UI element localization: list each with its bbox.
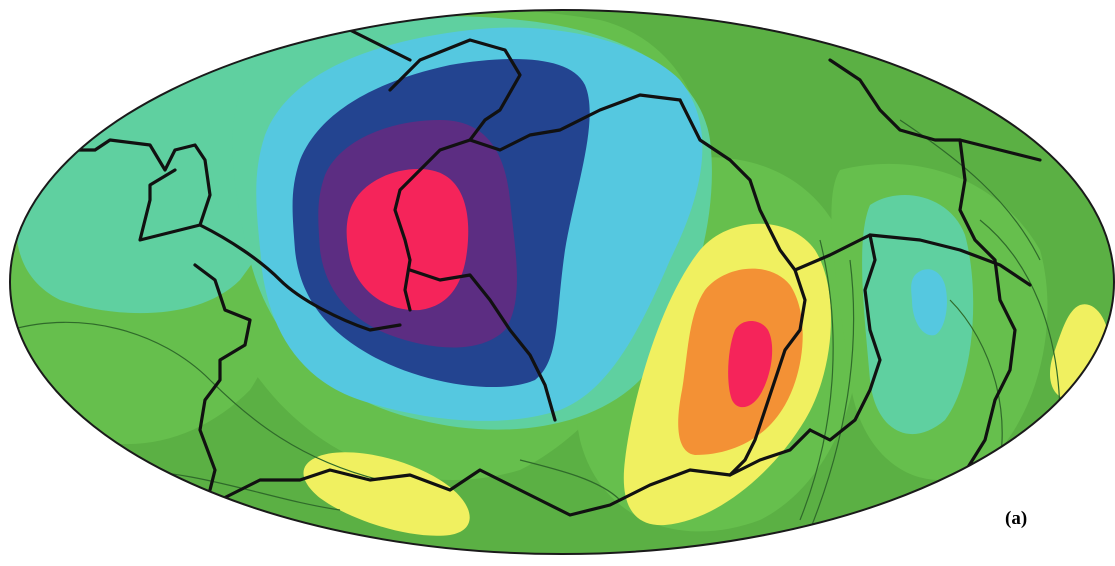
contour-line bbox=[799, 239, 834, 521]
contour-line bbox=[809, 259, 855, 531]
plate-boundary-central-branch bbox=[468, 93, 682, 152]
plate-boundary-far-east bbox=[948, 138, 1017, 522]
plate-boundary-north-central bbox=[348, 28, 412, 62]
plate-boundary-north-east bbox=[828, 58, 1042, 162]
light-blue-east-oval bbox=[911, 269, 947, 336]
plate-boundaries bbox=[58, 28, 1042, 522]
plate-boundary-central-north bbox=[388, 38, 522, 312]
contour-line bbox=[10, 321, 381, 481]
plate-boundary-west-ridge bbox=[193, 263, 252, 492]
plate-boundary-central-cross bbox=[408, 268, 557, 422]
plate-boundary-east-loop bbox=[808, 233, 882, 442]
red-core-west bbox=[346, 169, 469, 311]
plate-boundary-west-arc bbox=[198, 223, 402, 332]
plate-boundary-east-central bbox=[793, 233, 1032, 287]
globe-outline bbox=[9, 9, 1115, 555]
plate-boundary-south-trench bbox=[158, 428, 812, 517]
panel-label: (a) bbox=[1005, 508, 1028, 529]
contour-line bbox=[979, 219, 1061, 421]
plate-boundary-ne-ridge bbox=[678, 98, 807, 477]
contour-line bbox=[519, 459, 621, 501]
red-core-east bbox=[728, 321, 773, 408]
plate-boundary-northwest bbox=[58, 138, 212, 242]
